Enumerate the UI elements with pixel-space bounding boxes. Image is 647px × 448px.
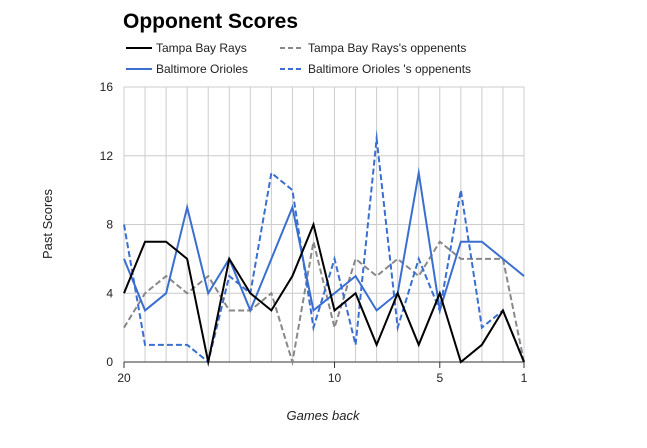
x-tick-label-10: 10 [328, 371, 342, 385]
x-axis-label: Games back [287, 408, 361, 423]
legend-entry-baltimore-orioles: Baltimore Orioles [126, 62, 248, 76]
series-line-tampa-bay-rays [123, 221, 525, 367]
series-line-tampa-bay-rays-s-oppenents [123, 236, 525, 367]
y-axis-label: Past Scores [40, 188, 55, 259]
plot-area: 0 4 8 12 16 20 10 5 1 [100, 80, 528, 385]
x-tick-label-20: 20 [117, 371, 131, 385]
series-line-baltimore-orioles [123, 166, 525, 315]
x-tick-label-1: 1 [521, 371, 528, 385]
legend-entry-tampa-bay-rays: Tampa Bay Rays [126, 41, 247, 55]
chart-title: Opponent Scores [123, 10, 298, 33]
y-tick-label-16: 16 [100, 80, 114, 94]
legend-label-baltimore-orioles-opponents: Baltimore Orioles 's oppenents [308, 62, 471, 76]
y-tick-label-12: 12 [100, 149, 114, 163]
y-tick-label-8: 8 [106, 218, 113, 232]
legend-label-tampa-bay-rays-opponents: Tampa Bay Rays's oppenents [308, 41, 466, 55]
legend-label-baltimore-orioles: Baltimore Orioles [156, 62, 248, 76]
legend-entry-tampa-bay-rays-opponents: Tampa Bay Rays's oppenents [280, 41, 466, 55]
chart-legend: Tampa Bay Rays Tampa Bay Rays's oppenent… [126, 41, 471, 76]
series-line-baltimore-orioles-s-oppenents [123, 129, 525, 364]
legend-entry-baltimore-orioles-opponents: Baltimore Orioles 's oppenents [280, 62, 471, 76]
y-tick-label-0: 0 [106, 355, 113, 369]
y-tick-label-4: 4 [106, 286, 113, 300]
legend-label-tampa-bay-rays: Tampa Bay Rays [156, 41, 247, 55]
x-tick-label-5: 5 [436, 371, 443, 385]
